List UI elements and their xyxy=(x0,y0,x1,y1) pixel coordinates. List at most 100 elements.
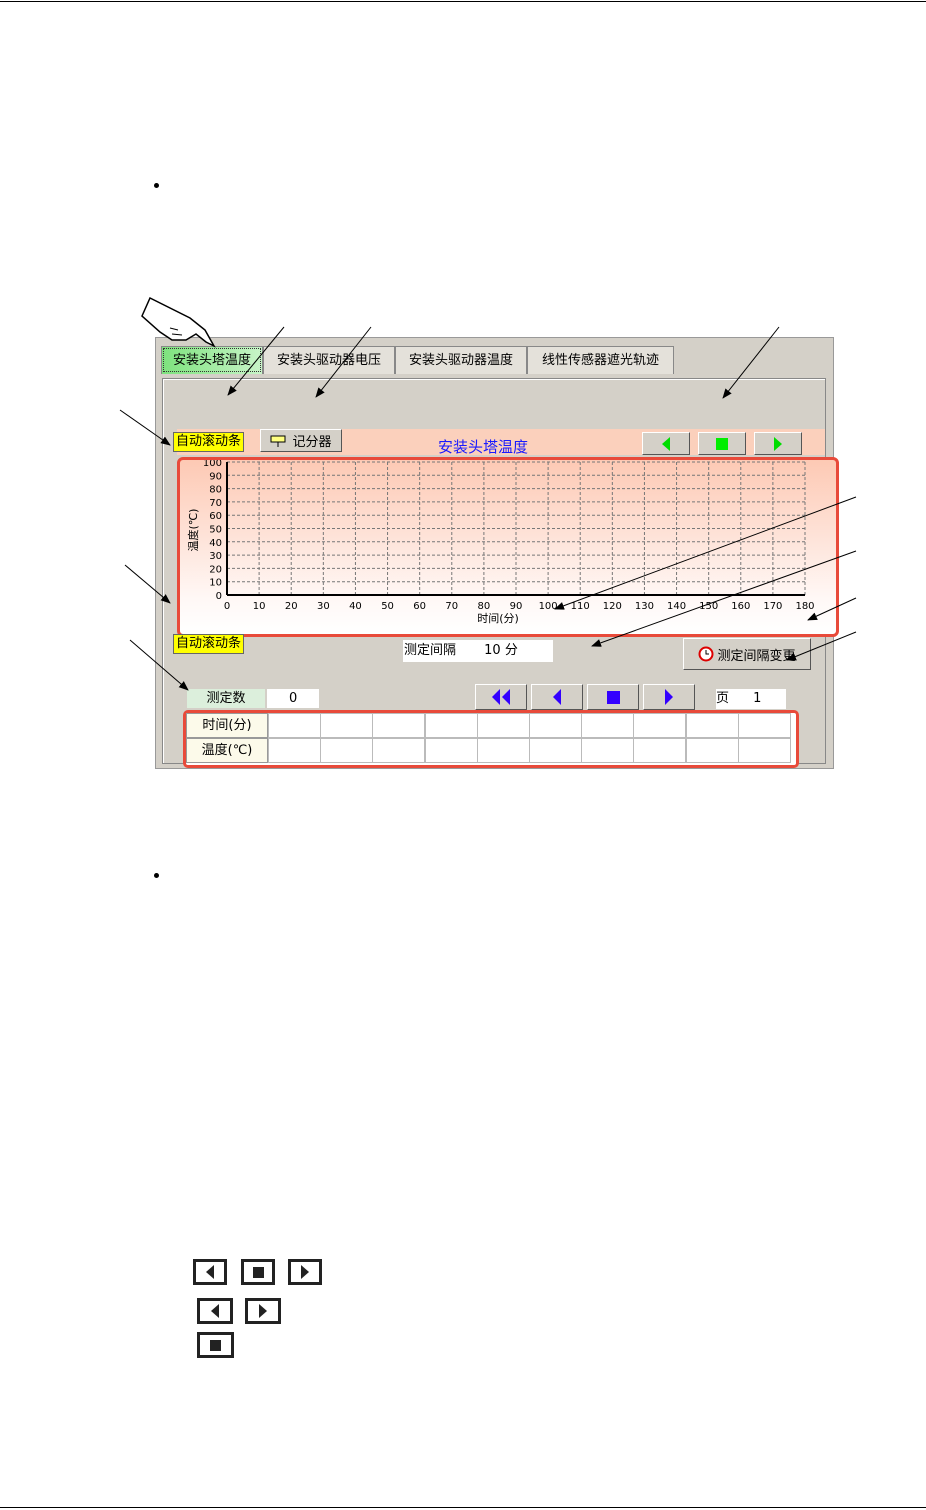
callout-arrow xyxy=(227,326,285,396)
x-tick-label: 70 xyxy=(445,601,458,612)
tab-linear-sensor[interactable]: 线性传感器遮光轨迹 xyxy=(527,346,674,374)
tab-head-driver-temp[interactable]: 安装头驱动器温度 xyxy=(395,346,527,374)
tab-head-tower-temp[interactable]: 安装头塔温度 xyxy=(161,346,263,374)
first-page-button[interactable] xyxy=(475,684,527,710)
y-tick-label: 20 xyxy=(209,564,222,575)
y-tick-label: 10 xyxy=(209,578,222,589)
chart-prev-button[interactable] xyxy=(642,432,690,455)
y-tick-label: 30 xyxy=(209,551,222,562)
interval-change-label: 测定间隔变更 xyxy=(717,648,796,664)
doc-prev-button-icon xyxy=(193,1259,227,1285)
table-cell xyxy=(476,713,530,738)
doc-stop-button-icon xyxy=(241,1259,275,1285)
x-tick-label: 60 xyxy=(413,601,426,612)
callout-arrow xyxy=(129,639,189,691)
triangle-left-icon xyxy=(553,689,561,705)
x-tick-label: 140 xyxy=(667,601,686,612)
pointing-hand-icon xyxy=(141,296,216,348)
stop-button[interactable] xyxy=(587,684,639,710)
page-label: 页 xyxy=(716,691,730,706)
scorer-icon xyxy=(270,435,286,447)
callout-arrow xyxy=(554,496,857,610)
tab-panel: 自动滚动条 记分器 安装头塔温度 温度(℃) 时间(分) 0 10 20 30 40 50… xyxy=(162,378,839,768)
table-cell xyxy=(529,713,582,738)
table-cell xyxy=(633,713,687,738)
table-cell xyxy=(737,738,791,763)
count-value: 0 xyxy=(267,689,319,708)
callout-arrow xyxy=(315,326,372,398)
y-tick-label: 70 xyxy=(209,498,222,509)
y-tick-label: 50 xyxy=(209,525,222,536)
chart-title: 安装头塔温度 xyxy=(438,438,529,456)
table-cell xyxy=(581,713,635,738)
tab-head-driver-voltage[interactable]: 安装头驱动器电压 xyxy=(263,346,395,374)
callout-arrow xyxy=(591,550,857,647)
doc-prev-button-icon xyxy=(197,1298,233,1324)
x-tick-label: 20 xyxy=(285,601,298,612)
doc-next-button-icon xyxy=(245,1298,281,1324)
triangle-left-icon xyxy=(662,436,670,451)
next-page-button[interactable] xyxy=(643,684,695,710)
doc-stop-button-icon xyxy=(197,1332,234,1358)
bullet xyxy=(154,873,159,878)
x-tick-label: 80 xyxy=(478,601,491,612)
doc-next-button-icon xyxy=(288,1259,322,1285)
table-cell xyxy=(529,738,582,763)
x-tick-label: 160 xyxy=(731,601,750,612)
x-tick-label: 0 xyxy=(224,601,230,612)
footer-rule xyxy=(0,1507,926,1508)
x-tick-label: 110 xyxy=(571,601,590,612)
table-cell xyxy=(476,738,530,763)
scorer-button[interactable]: 记分器 xyxy=(260,429,342,452)
count-label: 测定数 xyxy=(187,689,265,708)
chart-next-button[interactable] xyxy=(754,432,802,455)
y-tick-label: 80 xyxy=(209,485,222,496)
callout-arrow xyxy=(124,564,171,604)
x-axis-label: 时间(分) xyxy=(477,612,519,625)
x-tick-label: 170 xyxy=(763,601,782,612)
triangle-right-icon xyxy=(774,436,782,451)
y-tick-label: 90 xyxy=(209,471,222,482)
square-stop-icon xyxy=(606,690,620,704)
auto-scroll-toggle[interactable]: 自动滚动条 xyxy=(173,432,245,452)
square-stop-icon xyxy=(716,437,728,450)
scorer-label: 记分器 xyxy=(292,435,332,450)
table-cell xyxy=(424,713,478,738)
y-tick-label: 40 xyxy=(209,538,222,549)
data-table: 时间(分) 温度(℃) xyxy=(183,710,799,768)
header-rule xyxy=(0,1,926,2)
table-cell xyxy=(737,713,791,738)
prev-page-button[interactable] xyxy=(531,684,583,710)
table-cell xyxy=(268,738,321,763)
y-tick-label: 0 xyxy=(216,591,222,602)
x-tick-label: 150 xyxy=(699,601,718,612)
x-tick-label: 10 xyxy=(253,601,266,612)
auto-scroll-toggle-lower[interactable]: 自动滚动条 xyxy=(173,634,245,654)
x-tick-label: 50 xyxy=(381,601,394,612)
clock-icon xyxy=(698,646,714,662)
interval-value: 10 分 xyxy=(484,643,518,658)
callout-arrow xyxy=(119,409,171,446)
table-cell xyxy=(424,738,478,763)
table-cell xyxy=(372,713,426,738)
x-tick-label: 180 xyxy=(795,601,814,612)
x-tick-label: 100 xyxy=(539,601,558,612)
y-tick-label: 60 xyxy=(209,511,222,522)
row-header: 时间(分) xyxy=(186,713,268,738)
table-cell xyxy=(320,738,374,763)
chart-stop-button[interactable] xyxy=(698,432,746,455)
x-tick-label: 120 xyxy=(603,601,622,612)
triangle-right-icon xyxy=(665,689,673,705)
interval-display: 测定间隔 10 分 xyxy=(403,640,553,662)
x-tick-label: 90 xyxy=(510,601,523,612)
y-axis-label: 温度(℃) xyxy=(186,509,200,552)
table-cell xyxy=(633,738,687,763)
x-tick-label: 40 xyxy=(349,601,362,612)
x-tick-label: 30 xyxy=(317,601,330,612)
x-tick-label: 130 xyxy=(635,601,654,612)
callout-arrow xyxy=(722,326,780,399)
page-field[interactable]: 页 1 xyxy=(716,689,786,709)
page-value: 1 xyxy=(753,691,762,706)
